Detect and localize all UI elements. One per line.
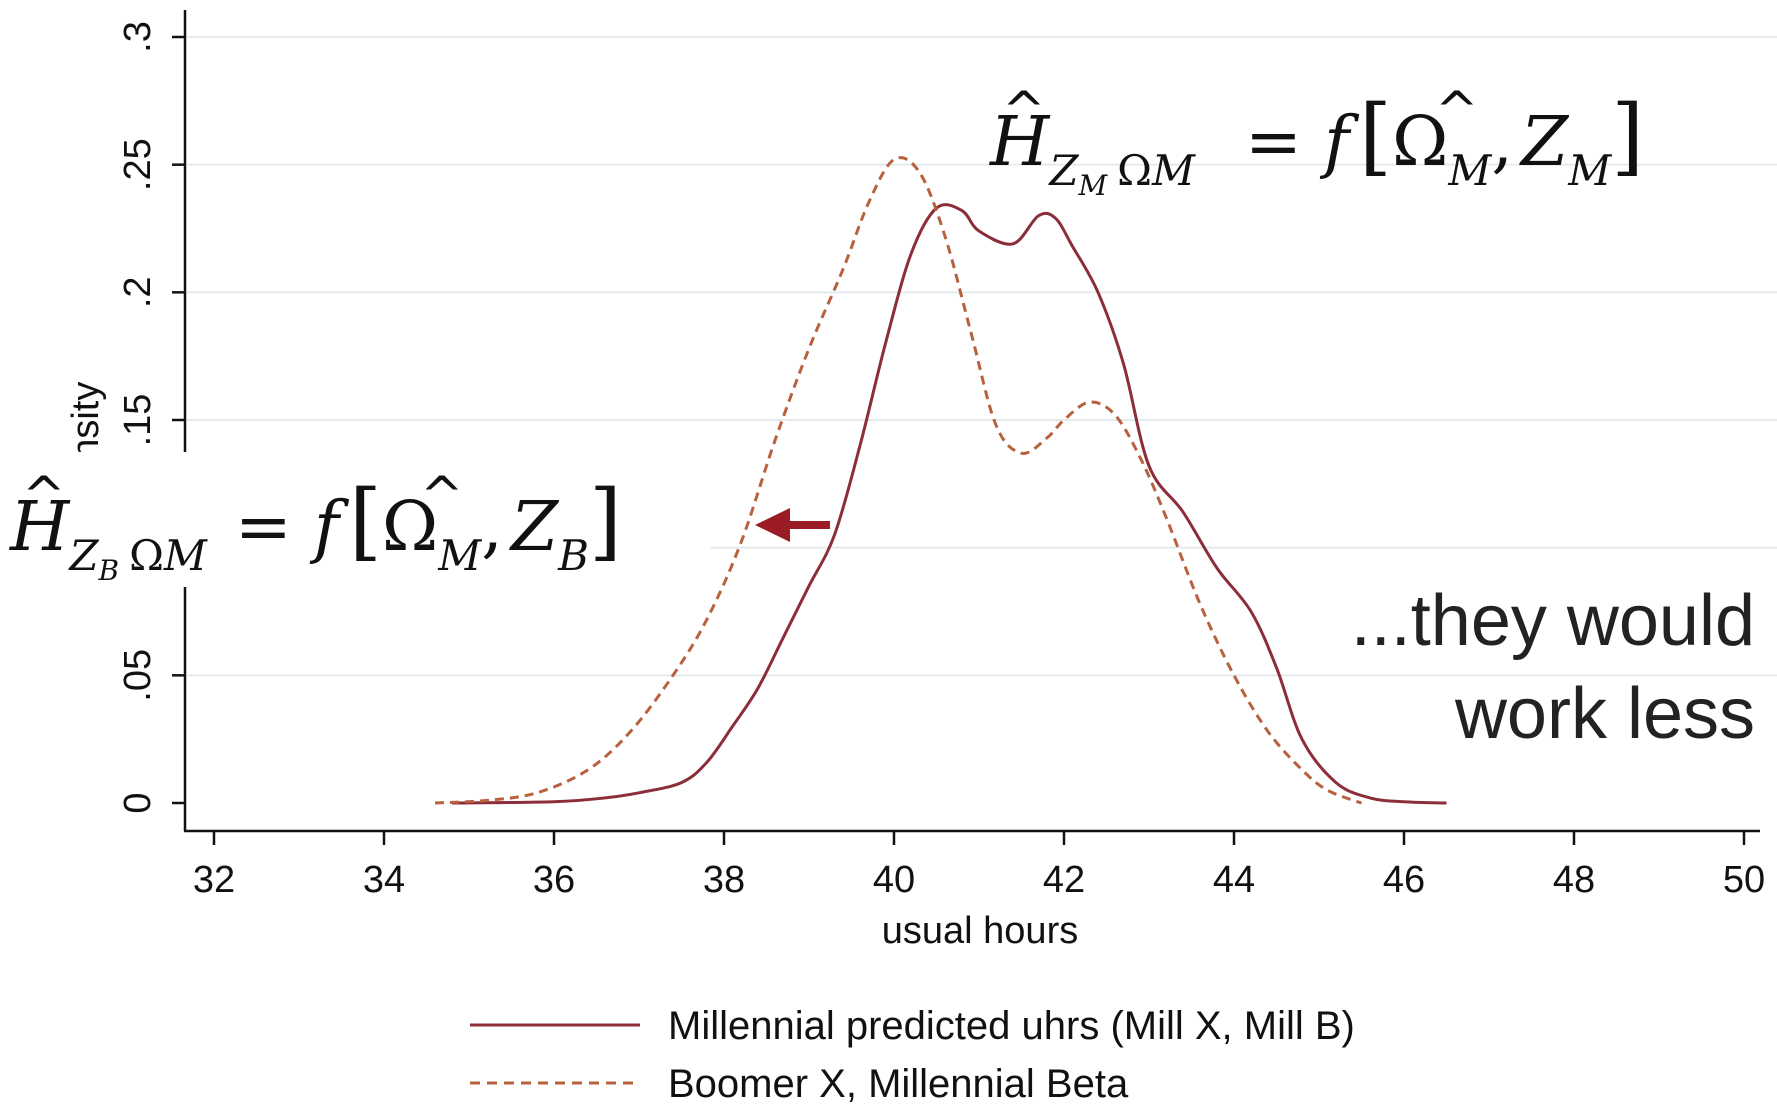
y-tick-label: .05 [117,649,159,702]
y-tick-label: .2 [117,276,159,308]
x-axis-ticks: 32 34 36 38 40 42 44 46 48 50 [193,831,1765,901]
callout-line-2: work less [1454,674,1755,754]
x-tick-label: 38 [703,859,745,901]
x-tick-label: 44 [1213,859,1255,901]
left-equation-arg-hat: ^ [420,466,464,526]
x-axis-title: usual hours [882,910,1078,952]
top-equation-hat: ^ [1002,81,1046,141]
series-lines [434,156,1447,805]
y-axis-ticks: 0.05.1.15.2.25.3 [117,21,185,814]
x-tick-label: 34 [363,859,405,901]
x-tick-label: 46 [1383,859,1425,901]
legend-label-millennial: Millennial predicted uhrs (Mill X, Mill … [668,1004,1355,1048]
x-tick-label: 50 [1723,859,1765,901]
left-equation: HZB ΩM = f [ΩM, ZB] [8,472,622,587]
y-tick-label: .3 [117,21,159,53]
y-tick-label: 0 [117,792,159,813]
x-tick-label: 40 [873,859,915,901]
x-tick-label: 36 [533,859,575,901]
shift-arrow [755,508,830,542]
x-tick-label: 48 [1553,859,1595,901]
left-equation-box [0,452,710,587]
series-millennial-line [451,203,1447,805]
left-equation-hat: ^ [22,466,66,526]
legend-label-boomer: Boomer X, Millennial Beta [668,1062,1129,1106]
callout-line-1: ...they would [1351,581,1755,661]
y-tick-label: .25 [117,138,159,191]
top-equation: HZM ΩM = f [ΩM, ZM] [988,87,1644,202]
x-tick-label: 42 [1043,859,1085,901]
x-tick-label: 32 [193,859,235,901]
legend: Millennial predicted uhrs (Mill X, Mill … [470,1004,1355,1106]
series-boomer-line [434,156,1363,805]
top-equation-arg-hat: ^ [1435,81,1479,141]
y-tick-label: .15 [117,394,159,447]
